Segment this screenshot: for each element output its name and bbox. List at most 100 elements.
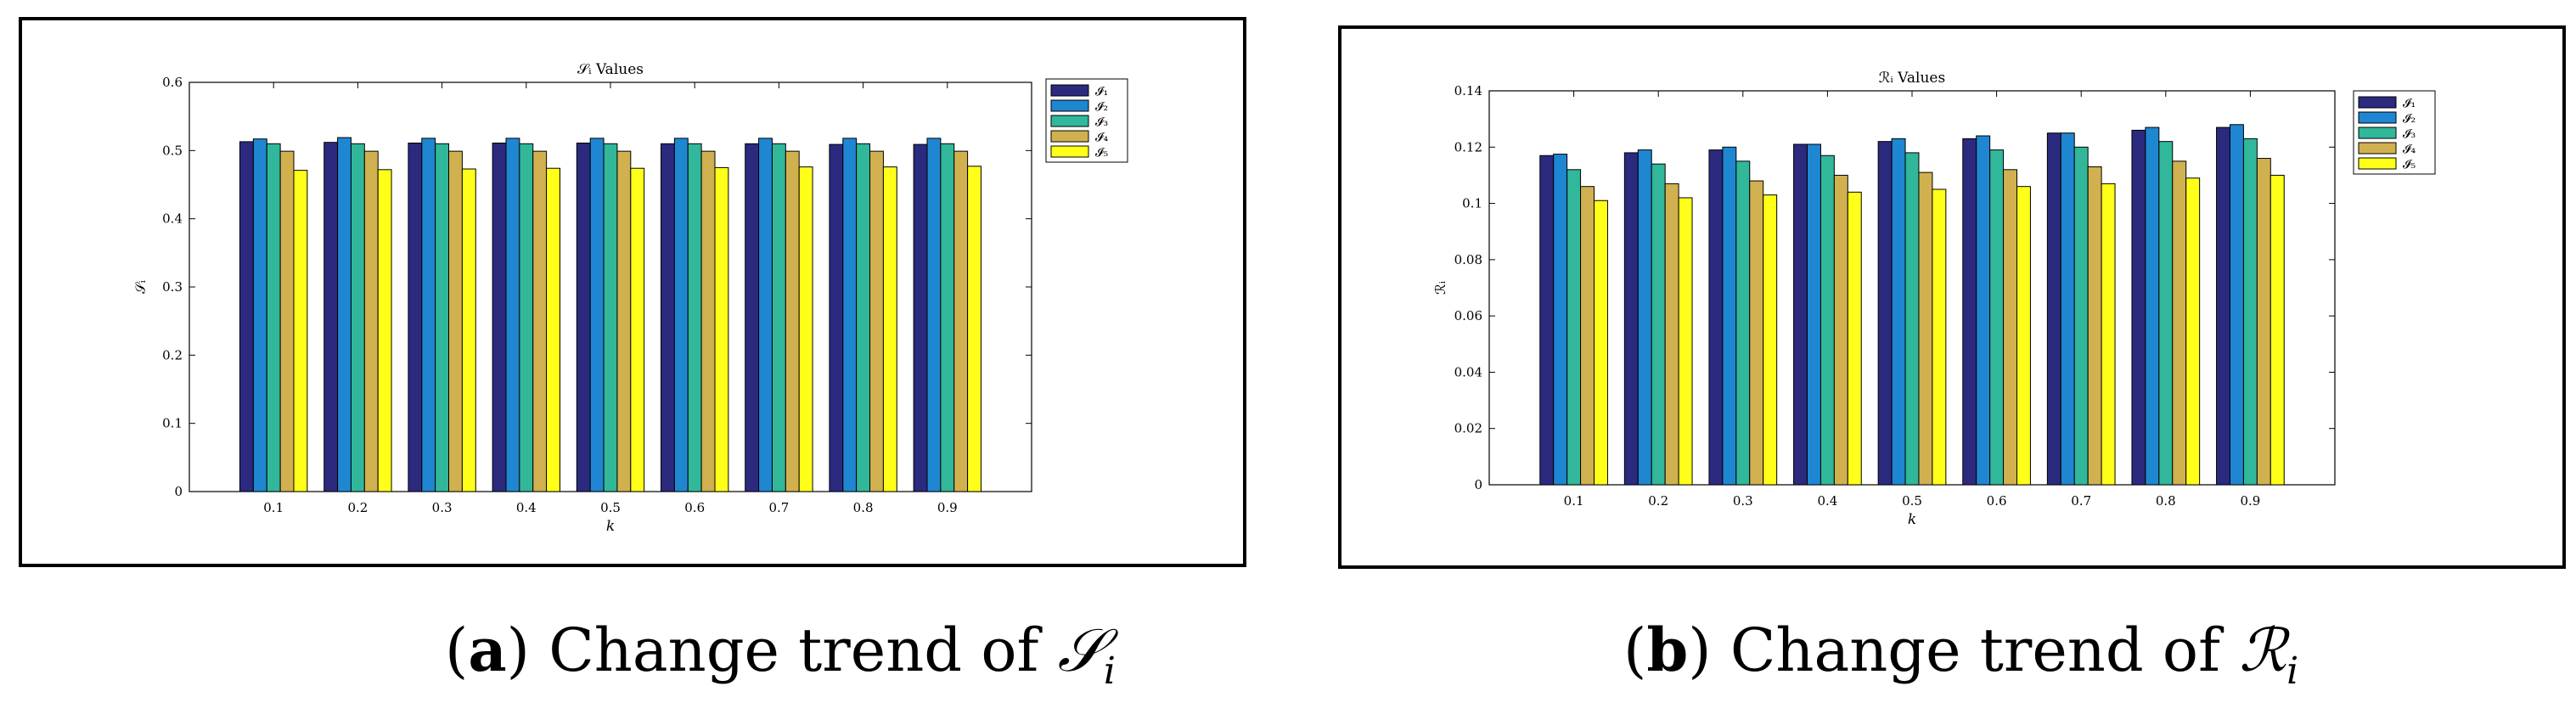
caption-b: (b) Change trend of ℛi	[1623, 615, 2299, 693]
x-tick-label: 0.1	[263, 500, 284, 515]
bar-4	[1580, 186, 1595, 486]
caption-a-text: Change trend of	[529, 616, 1058, 685]
bar-3	[1651, 163, 1666, 486]
bar-5	[2016, 186, 2031, 486]
legend-swatch-2	[1050, 99, 1089, 112]
bar-2	[1637, 149, 1652, 486]
x-tick-label: 0.6	[684, 500, 705, 515]
bar-5	[1847, 191, 1862, 486]
x-tick-label: 0.7	[768, 500, 789, 515]
bar-1	[745, 143, 760, 492]
legend-swatch-5	[1050, 145, 1089, 158]
bar-3	[2242, 138, 2258, 486]
bar-1	[408, 142, 423, 492]
bar-3	[2073, 146, 2089, 486]
bar-1	[2216, 126, 2230, 486]
x-axis-label: k	[606, 518, 615, 535]
x-tick-label: 0.9	[2240, 493, 2260, 509]
caption-b-text: Change trend of	[1711, 616, 2240, 685]
bar-3	[856, 143, 871, 492]
bar-5	[2185, 177, 2201, 486]
bar-4	[2003, 169, 2018, 486]
caption-a-sub: i	[1103, 649, 1116, 693]
chart-panel-a: 𝒮ᵢ Values 0 0.1 0.2 0.3 0.4 0.5 0.6 𝒮ᵢ 0.1 0.2 0.3 0…	[19, 17, 1246, 567]
bar-1	[913, 143, 928, 492]
bar-4	[953, 150, 969, 492]
bar-4	[1918, 171, 1933, 486]
bar-2	[252, 138, 267, 492]
bar-2	[2145, 126, 2160, 486]
bar-2	[421, 138, 436, 492]
bar-4	[2256, 158, 2271, 486]
y-tick-label: 0.5	[162, 143, 183, 158]
x-tick-label: 0.3	[1733, 493, 1753, 509]
y-tick-label: 0.12	[1454, 139, 1482, 155]
legend-swatch-4	[1050, 130, 1089, 143]
bar-3	[519, 143, 534, 492]
bar-1	[1539, 155, 1555, 486]
bar-3	[687, 143, 702, 492]
y-tick-label: 0.1	[162, 416, 183, 431]
bar-4	[1664, 183, 1679, 486]
bar-5	[2269, 174, 2285, 486]
bar-2	[505, 138, 520, 492]
legend-swatch-5	[2358, 157, 2397, 170]
bar-4	[448, 150, 463, 492]
bar-4	[279, 150, 295, 492]
legend-swatch-3	[2358, 126, 2397, 139]
bar-3	[1820, 155, 1835, 486]
caption-b-symbol: ℛ	[2239, 616, 2287, 685]
bar-5	[714, 166, 729, 492]
bar-4	[1749, 180, 1764, 486]
y-tick-label: 0.04	[1454, 364, 1482, 379]
bar-2	[673, 138, 689, 492]
bar-4	[700, 150, 716, 492]
bar-2	[758, 138, 773, 492]
bar-5	[1594, 200, 1608, 486]
bar-2	[589, 138, 605, 492]
bar-3	[1989, 149, 2005, 486]
legend-label-2: 𝓘₂	[2403, 112, 2416, 126]
legend-label-1: 𝓘₁	[2403, 97, 2416, 110]
bar-2	[842, 138, 858, 492]
bar-1	[323, 142, 339, 492]
bar-2	[1722, 146, 1737, 486]
bar-4	[616, 150, 632, 492]
bar-3	[350, 143, 365, 492]
x-axis-label: k	[1908, 511, 1916, 528]
x-tick-label: 0.5	[1902, 493, 1922, 509]
legend-label-5: 𝓘₅	[2403, 158, 2416, 171]
bar-5	[2101, 183, 2116, 486]
legend-label-1: 𝓘₁	[1095, 85, 1108, 98]
bar-2	[1976, 135, 1991, 486]
bar-1	[1962, 138, 1977, 486]
bar-3	[940, 143, 955, 492]
y-tick-label: 0.14	[1454, 83, 1482, 98]
caption-b-letter: b	[1646, 615, 1689, 685]
bar-4	[2172, 160, 2187, 486]
y-tick-label: 0.4	[162, 211, 183, 227]
bar-2	[1553, 154, 1568, 486]
bar-5	[967, 166, 981, 492]
bar-4	[785, 150, 800, 492]
bar-1	[1708, 149, 1724, 486]
bar-2	[1891, 138, 1906, 486]
bar-4	[2087, 166, 2102, 486]
x-tick-label: 0.4	[1817, 493, 1837, 509]
y-axis-label: ℛᵢ	[1432, 281, 1448, 295]
bar-5	[630, 167, 645, 492]
x-tick-label: 0.9	[937, 500, 958, 515]
bar-3	[1904, 152, 1920, 486]
y-tick-label: 0.02	[1454, 421, 1482, 436]
bar-1	[576, 142, 591, 492]
bar-3	[603, 143, 618, 492]
bar-1	[2131, 129, 2146, 486]
chart-a-svg: 𝒮ᵢ Values 0 0.1 0.2 0.3 0.4 0.5 0.6 𝒮ᵢ 0.1 0.2 0.3 0…	[132, 61, 1128, 535]
chart-b-svg: ℛᵢ Values 0 0.02 0.04 0.06 0.08 0.1 0.12 0.14 ℛᵢ 0…	[1432, 70, 2436, 528]
y-axis-label: 𝒮ᵢ	[132, 280, 149, 294]
x-tick-label: 0.2	[347, 500, 368, 515]
bar-2	[2229, 124, 2244, 486]
bar-4	[363, 150, 379, 492]
legend-swatch-1	[1050, 84, 1089, 97]
bar-5	[1932, 188, 1947, 486]
